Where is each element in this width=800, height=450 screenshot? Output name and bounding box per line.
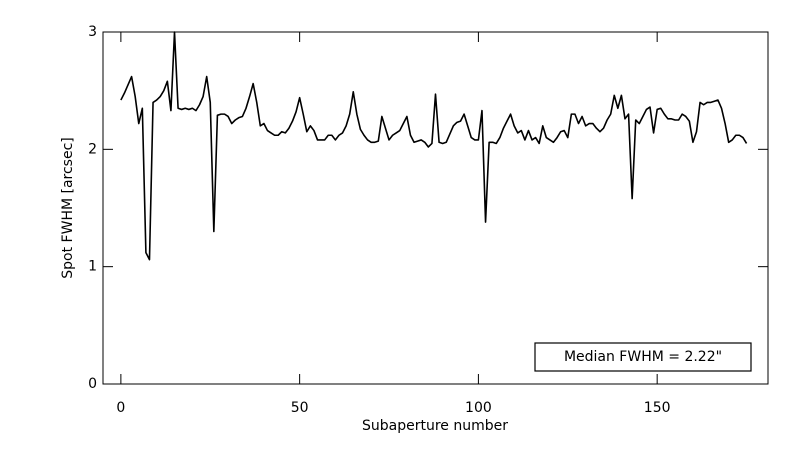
y-tick-label: 3 <box>88 24 97 40</box>
x-tick-label: 100 <box>465 400 492 416</box>
annotation-box <box>534 342 752 372</box>
plot-frame <box>102 31 769 385</box>
y-tick-label: 2 <box>88 141 97 157</box>
annotation: Median FWHM = 2.22" <box>564 349 722 365</box>
x-tick-label: 0 <box>116 400 125 416</box>
x-tick-label: 150 <box>644 400 671 416</box>
y-axis-label: Spot FWHM [arcsec] <box>60 137 76 278</box>
x-axis-label: Subaperture number <box>362 418 508 434</box>
data-line <box>120 31 748 261</box>
x-tick-label: 50 <box>291 400 309 416</box>
y-tick-label: 1 <box>88 259 97 275</box>
y-tick-label: 0 <box>88 376 97 392</box>
